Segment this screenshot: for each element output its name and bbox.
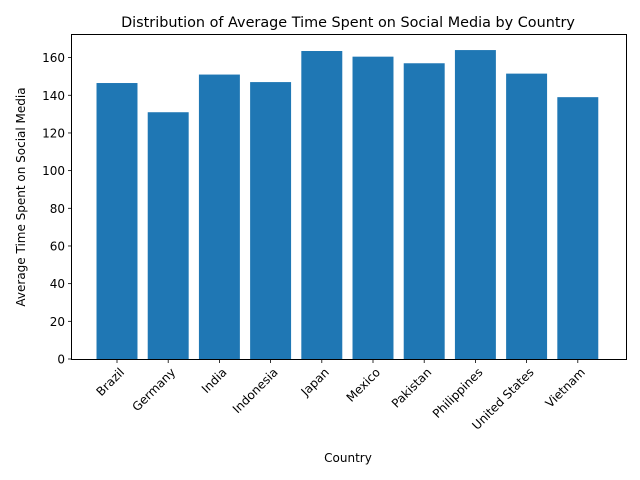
y-tick-label: 80 xyxy=(50,202,65,216)
bar-pakistan xyxy=(403,63,445,359)
x-tick-label: Brazil xyxy=(94,365,128,399)
x-tick-label: Vietnam xyxy=(543,365,588,410)
y-tick-label: 60 xyxy=(50,239,65,253)
bar-indonesia xyxy=(250,82,292,359)
plot-frame xyxy=(71,34,627,360)
x-tick-label: Germany xyxy=(129,365,178,414)
x-tick-label: Philippines xyxy=(430,365,486,421)
y-tick-label: 100 xyxy=(42,164,65,178)
bars-group xyxy=(96,50,599,360)
bar-philippines xyxy=(454,50,496,359)
bar-germany xyxy=(147,112,189,359)
y-tick-label: 140 xyxy=(42,89,65,103)
bar-vietnam xyxy=(557,97,599,359)
x-tick-label: India xyxy=(199,365,230,396)
x-tick-label: Pakistan xyxy=(389,365,434,410)
bar-mexico xyxy=(352,56,394,359)
chart-title: Distribution of Average Time Spent on So… xyxy=(121,15,575,31)
y-tick-label: 160 xyxy=(42,51,65,65)
y-tick-label: 0 xyxy=(57,353,65,367)
y-axis-label: Average Time Spent on Social Media xyxy=(14,87,28,306)
y-tick-label: 40 xyxy=(50,277,65,291)
x-axis-label: Country xyxy=(324,451,372,465)
bar-united-states xyxy=(506,73,548,360)
bar-brazil xyxy=(96,83,138,359)
x-tick-label: Indonesia xyxy=(230,365,281,416)
bar-japan xyxy=(301,51,343,359)
y-tick-label: 120 xyxy=(42,126,65,140)
bar-india xyxy=(198,74,240,359)
y-axis: 0 20 40 60 80 100 120 140 160 xyxy=(42,51,72,367)
x-tick-label: Japan xyxy=(298,365,332,399)
x-axis: Brazil Germany India Indonesia Japan Mexico Pa… xyxy=(94,359,588,433)
x-tick-label: Mexico xyxy=(344,365,384,405)
y-tick-label: 20 xyxy=(50,315,65,329)
